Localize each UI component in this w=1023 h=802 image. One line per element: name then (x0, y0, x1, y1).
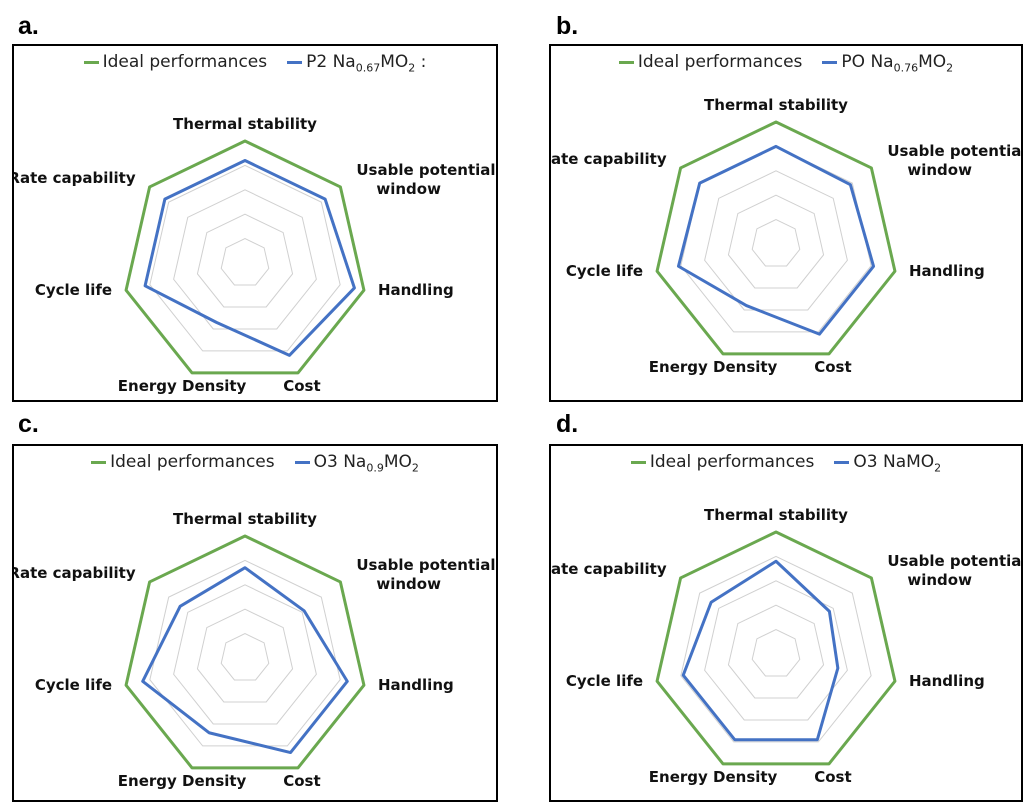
panel-b-letter: b. (556, 12, 579, 40)
axis-label: Cost (283, 377, 320, 395)
panel-a: Ideal performances P2 Na0.67MO2 : Thermal … (12, 44, 498, 402)
panel-d-legend: Ideal performances O3 NaMO2 (551, 452, 1021, 474)
panel-b: Ideal performances PO Na0.76MO2 Thermal st… (549, 44, 1023, 402)
legend-text: Ideal performances (649, 452, 815, 472)
grid-ring (751, 219, 801, 267)
grid-ring (727, 604, 825, 699)
axis-label: Rate capability (551, 150, 667, 168)
axis-label: Thermal stability (173, 510, 317, 528)
series-ideal-line (655, 530, 897, 766)
legend-swatch (630, 460, 646, 464)
legend-swatch (91, 460, 107, 464)
panel-d-radar-chart: Thermal stability Usable potential window H… (551, 506, 1021, 786)
axis-label: Handling (909, 672, 985, 690)
legend-entry: Ideal performances (618, 52, 803, 72)
series-ideal-line (655, 120, 897, 356)
legend-entry: O3 Na0.9MO2 (294, 452, 419, 475)
legend-swatch (618, 60, 634, 64)
axis-label: Handling (909, 262, 985, 280)
axis-label: Usable potential window (356, 161, 495, 198)
grid-ring (149, 164, 341, 352)
panel-c-legend: Ideal performances O3 Na0.9MO2 (14, 452, 496, 474)
grid-ring (196, 213, 294, 308)
axis-label: Cost (814, 358, 851, 376)
legend-text: Ideal performances (110, 452, 275, 472)
axis-label: Energy Density (649, 768, 778, 786)
axis-label: Cycle life (35, 676, 112, 694)
axis-label: Rate capability (14, 169, 136, 187)
axis-label: Cost (283, 772, 320, 790)
axis-label: Rate capability (14, 564, 136, 582)
grid-ring (704, 580, 848, 721)
panel-a-letter: a. (18, 12, 39, 40)
grid-ring (173, 584, 317, 725)
legend-entry: Ideal performances (630, 452, 815, 472)
axis-label: Cycle life (35, 281, 112, 299)
legend-swatch (83, 60, 99, 64)
axis-label: Handling (378, 281, 454, 299)
legend-swatch (834, 460, 850, 464)
grid-ring (149, 559, 341, 747)
legend-swatch (822, 60, 838, 64)
panel-d-letter: d. (556, 410, 579, 438)
grid-ring (751, 629, 801, 677)
grid-ring (125, 140, 365, 374)
grid-ring (727, 194, 825, 289)
grid-ring (220, 238, 270, 286)
grid-ring (680, 555, 872, 743)
panel-d: Ideal performances O3 NaMO2 Thermal stabil… (549, 444, 1023, 802)
legend-entry: P2 Na0.67MO2 : (287, 52, 427, 75)
legend-text: PO Na0.76MO2 (841, 52, 954, 75)
panel-a-legend: Ideal performances P2 Na0.67MO2 : (14, 52, 496, 74)
grid-ring (656, 121, 896, 355)
axis-label: Cycle life (566, 262, 643, 280)
axis-label: Thermal stability (173, 115, 317, 133)
panel-b-radar-chart: Thermal stability Usable potential window H… (551, 96, 1021, 376)
panel-b-legend: Ideal performances PO Na0.76MO2 (551, 52, 1021, 74)
axis-label: Cost (814, 768, 851, 786)
legend-text: Ideal performances (637, 52, 803, 72)
panel-a-radar-chart: Thermal stability Usable potential window H… (14, 115, 496, 395)
panel-c: Ideal performances O3 Na0.9MO2 Thermal sta… (12, 444, 498, 802)
axis-label: Thermal stability (704, 506, 848, 524)
axis-label: Energy Density (118, 377, 247, 395)
legend-text: O3 Na0.9MO2 (313, 452, 419, 475)
legend-entry: Ideal performances (91, 452, 275, 472)
panel-c-radar-chart: Thermal stability Usable potential window H… (14, 510, 496, 790)
legend-entry: PO Na0.76MO2 (822, 52, 954, 75)
legend-text: P2 Na0.67MO2 : (306, 52, 427, 75)
axis-label: Cycle life (566, 672, 643, 690)
series-material-line (676, 144, 876, 336)
axis-label: Usable potential window (356, 556, 495, 593)
grid-ring (220, 633, 270, 681)
axis-label: Usable potential window (887, 142, 1021, 179)
grid-ring (196, 608, 294, 703)
grid-ring (704, 170, 848, 311)
legend-text: O3 NaMO2 (853, 452, 942, 475)
series-ideal-line (124, 534, 366, 770)
legend-swatch (294, 460, 310, 464)
axis-label: Thermal stability (704, 96, 848, 114)
axis-label: Energy Density (118, 772, 247, 790)
axis-label: Rate capability (551, 560, 667, 578)
panel-c-letter: c. (18, 410, 39, 438)
series-material-line (141, 566, 349, 755)
legend-text: Ideal performances (102, 52, 268, 72)
series-material-line (143, 159, 356, 357)
legend-entry: O3 NaMO2 (834, 452, 942, 475)
axis-label: Energy Density (649, 358, 778, 376)
legend-swatch (287, 60, 303, 64)
axis-label: Usable potential window (887, 552, 1021, 589)
axis-label: Handling (378, 676, 454, 694)
series-material-line (681, 559, 840, 742)
grid-ring (173, 189, 317, 330)
series-ideal-line (124, 139, 366, 375)
legend-entry: Ideal performances (83, 52, 268, 72)
